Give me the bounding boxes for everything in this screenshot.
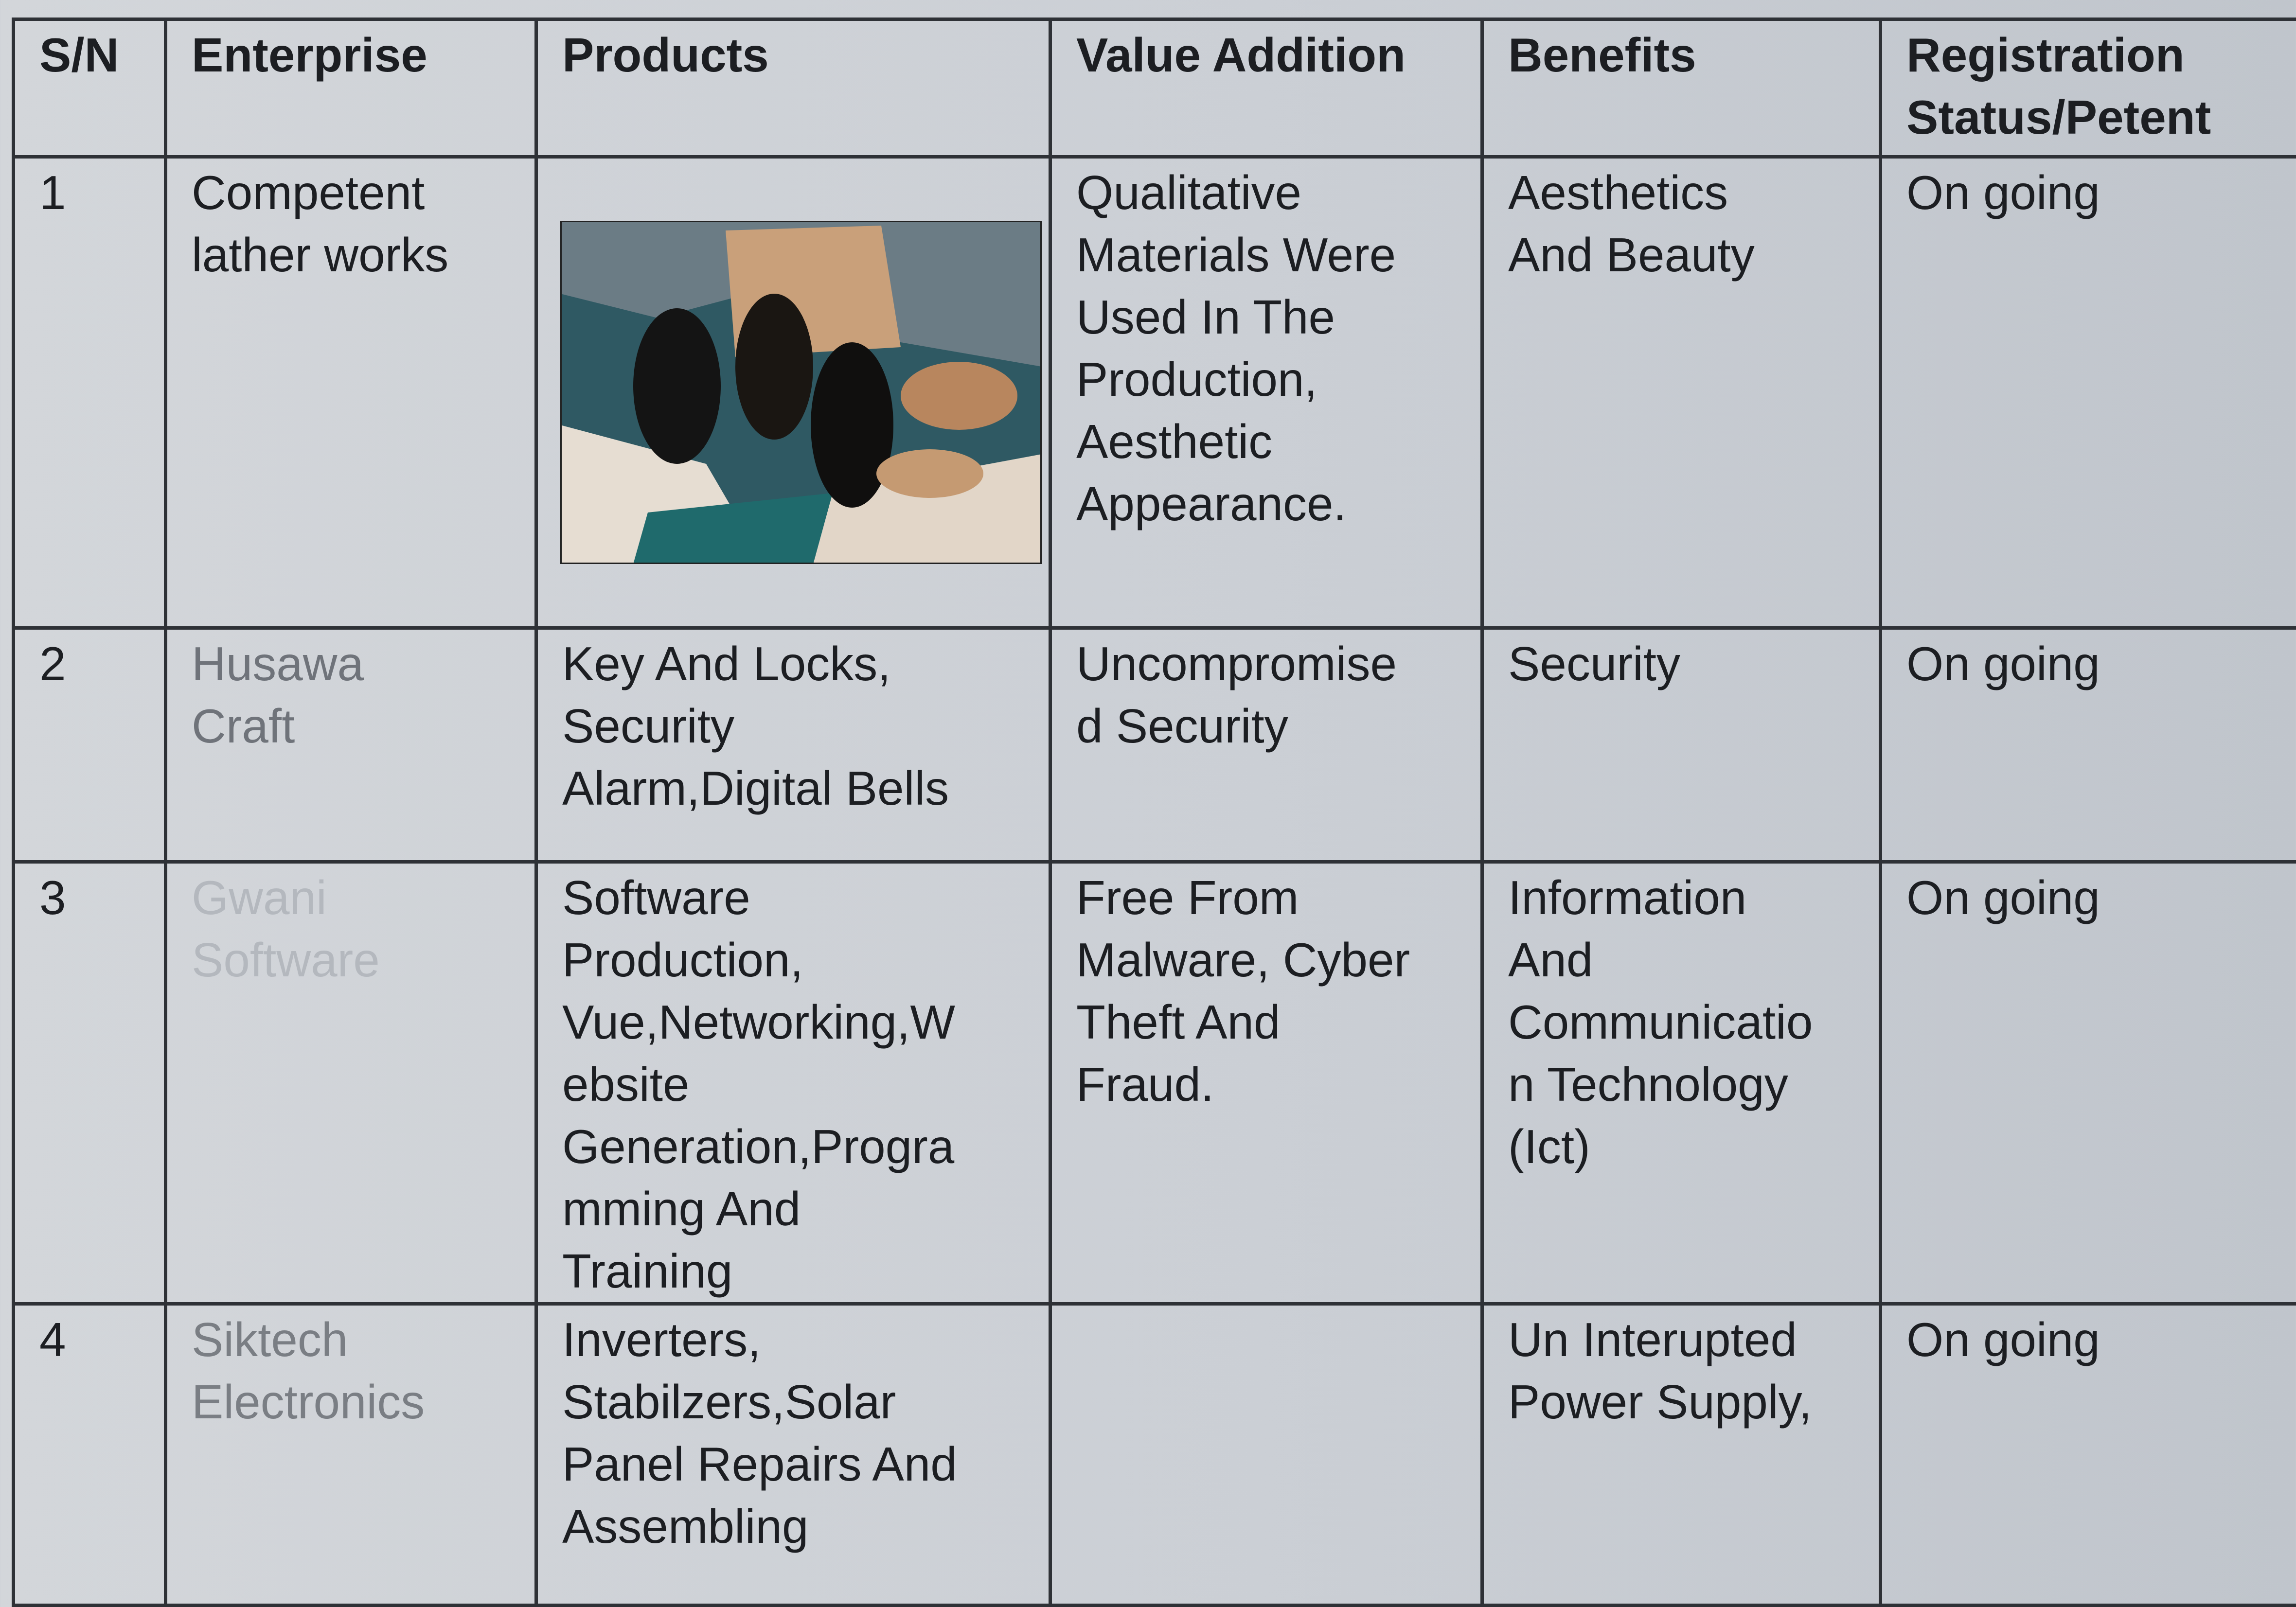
table-row: 1 Competent lather works Qualitative Mat… [14, 157, 2296, 628]
cell: Security [1482, 628, 1881, 862]
cell [1050, 1304, 1482, 1606]
enterprise-table: S/N Enterprise Products Value Addition B… [12, 18, 2296, 1607]
cell: Key And Locks, Security Alarm,Digital Be… [536, 628, 1050, 862]
cell: Aesthetics And Beauty [1482, 157, 1881, 628]
cell: 2 [14, 628, 166, 862]
header-cell: Enterprise [166, 19, 536, 157]
document: S/N Enterprise Products Value Addition B… [12, 18, 2296, 1484]
product-image-cell [536, 157, 1050, 628]
header-row: S/N Enterprise Products Value Addition B… [14, 19, 2296, 157]
cell: On going [1881, 1304, 2296, 1606]
header-cell: Registration Status/Petent [1881, 19, 2296, 157]
cell: Competent lather works [166, 157, 536, 628]
cell: On going [1881, 628, 2296, 862]
cell: Inverters, Stabilzers,Solar Panel Repair… [536, 1304, 1050, 1606]
cell: On going [1881, 157, 2296, 628]
cell: Uncompromise d Security [1050, 628, 1482, 862]
cell: Husawa Craft [166, 628, 536, 862]
table-row: 4 Siktech Electronics Inverters, Stabilz… [14, 1304, 2296, 1606]
table-row: 3 Gwani Software Software Production, Vu… [14, 862, 2296, 1304]
cell: Qualitative Materials Were Used In The P… [1050, 157, 1482, 628]
cell: 1 [14, 157, 166, 628]
cell: 4 [14, 1304, 166, 1606]
header-cell: Benefits [1482, 19, 1881, 157]
product-image [560, 221, 1042, 564]
header-cell: S/N [14, 19, 166, 157]
cell: 3 [14, 862, 166, 1304]
cell: Siktech Electronics [166, 1304, 536, 1606]
table-row: 2 Husawa Craft Key And Locks, Security A… [14, 628, 2296, 862]
cell: Gwani Software [166, 862, 536, 1304]
cell: Un Interupted Power Supply, [1482, 1304, 1881, 1606]
cell: Information And Communicatio n Technolog… [1482, 862, 1881, 1304]
cell: Free From Malware, Cyber Theft And Fraud… [1050, 862, 1482, 1304]
header-cell: Products [536, 19, 1050, 157]
cell: On going [1881, 862, 2296, 1304]
header-cell: Value Addition [1050, 19, 1482, 157]
cell: Software Production, Vue,Networking,W eb… [536, 862, 1050, 1304]
page: S/N Enterprise Products Value Addition B… [0, 0, 2296, 1484]
